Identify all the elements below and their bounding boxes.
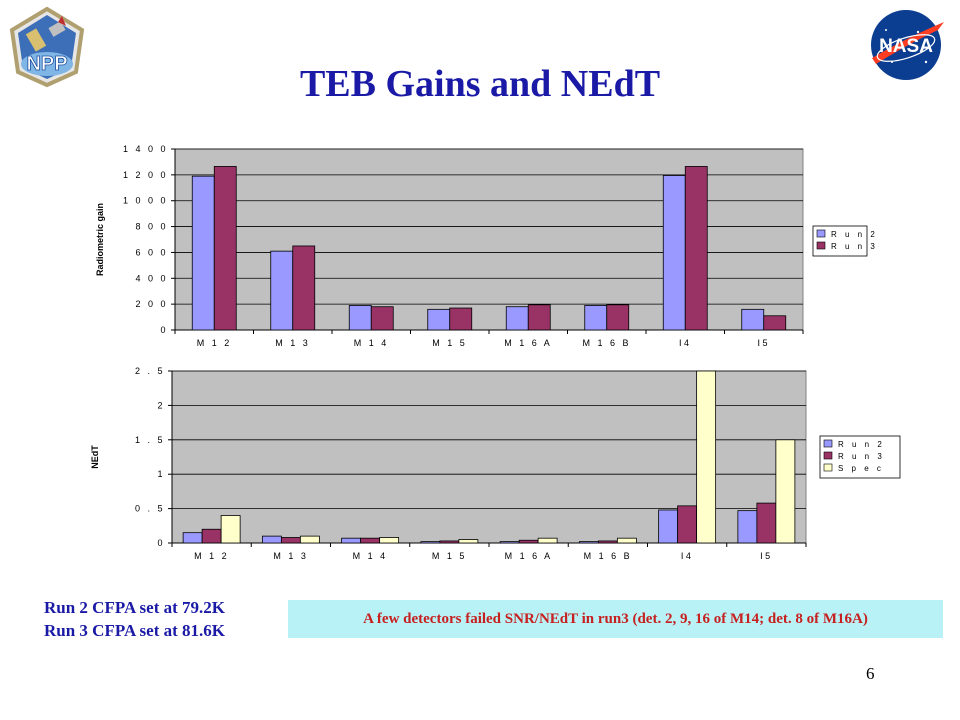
chart2-x-tick-label: M 1 5 (432, 551, 467, 561)
chart2-x-tick-label: M 1 6 A (505, 551, 553, 561)
chart1-y-tick-label: 2 0 0 (135, 299, 168, 309)
chart1-x-tick-label: M 1 3 (275, 338, 310, 348)
chart1-bar-run-3 (527, 304, 551, 331)
chart2-y-tick-label: 0 (157, 538, 165, 548)
chart1-x-tick-label: M 1 2 (197, 338, 232, 348)
chart2-bar-run-3 (597, 540, 618, 544)
chart1-legend-label: R u n 3 (831, 242, 878, 251)
chart1-x-tick-label: M 1 4 (354, 338, 389, 348)
nasa-logo: NASA (871, 10, 944, 80)
chart2-legend-label: R u n 2 (838, 440, 885, 449)
chart1-y-tick-label: 0 (160, 325, 168, 335)
chart2-bar-run-2 (658, 509, 679, 544)
chart2-bar-run-3 (360, 537, 381, 544)
chart1-y-tick-label: 8 0 0 (135, 222, 168, 232)
chart2-x-tick-label: M 1 2 (194, 551, 229, 561)
chart1-bar-run-3 (370, 306, 394, 331)
chart2-x-tick-label: M 1 4 (353, 551, 388, 561)
chart1-y-tick-label: 1 4 0 0 (123, 144, 168, 154)
chart1-x-tick-label: I5 (757, 338, 770, 348)
npp-logo: NPP (9, 6, 85, 88)
chart2-bar-run-3 (439, 540, 460, 544)
chart2-bar-run-3 (677, 505, 698, 544)
chart1-legend-label: R u n 2 (831, 230, 878, 239)
chart2-legend-label: S p e c (838, 464, 884, 473)
chart2-legend-swatch (823, 463, 833, 472)
gain-chart: 0 2 0 0 4 0 0 6 0 0 8 0 0 1 0 0 0 1 2 0 0 1 4 0… (95, 144, 878, 348)
chart2-bar-run-3 (201, 528, 222, 544)
run-note-2: Run 3 CFPA set at 81.6K (44, 621, 226, 640)
chart2-x-tick-label: I4 (681, 551, 694, 561)
slide-title: TEB Gains and NEdT (299, 63, 661, 105)
chart2-x-tick-label: M 1 6 B (584, 551, 633, 561)
chart2-bar-run-3 (518, 539, 539, 544)
failure-note-box: A few detectors failed SNR/NEdT in run3 … (288, 600, 943, 638)
chart2-bar-spec (379, 537, 400, 544)
chart1-bar-run-3 (606, 304, 630, 331)
nasa-logo-text: NASA (879, 36, 933, 57)
chart2-y-tick-label: 1 (157, 469, 165, 479)
npp-logo-text: NPP (26, 53, 67, 75)
chart2-bar-spec (220, 515, 241, 544)
chart1-legend-swatch (816, 241, 826, 250)
chart2-bar-run-3 (756, 502, 777, 544)
chart1-x-tick-label: M 1 5 (432, 338, 467, 348)
chart2-bar-spec (537, 537, 558, 544)
chart2-bar-spec (696, 370, 717, 544)
chart2-y-tick-label: 1 . 5 (135, 435, 165, 445)
run-notes: Run 2 CFPA set at 79.2K Run 3 CFPA set a… (44, 596, 225, 642)
chart2-y-tick-label: 2 . 5 (135, 366, 165, 376)
chart2-bar-spec (616, 537, 637, 544)
chart2-bar-run-2 (341, 537, 362, 544)
chart1-bar-run-3 (763, 315, 787, 331)
chart2-bar-run-2 (737, 510, 758, 544)
failure-note-text: A few detectors failed SNR/NEdT in run3 … (363, 610, 868, 627)
chart2-bar-run-2 (261, 535, 282, 544)
chart1-x-tick-label: I4 (679, 338, 692, 348)
chart2-bar-spec (458, 539, 479, 544)
chart2-y-axis-label: NEdT (90, 445, 100, 469)
chart2-y-tick-label: 0 . 5 (135, 504, 165, 514)
chart2-x-tick-label: M 1 3 (273, 551, 308, 561)
chart1-y-tick-label: 6 0 0 (135, 247, 168, 257)
chart1-legend-swatch (816, 229, 826, 238)
chart2-legend-swatch (823, 451, 833, 460)
chart1-bar-run-3 (684, 166, 708, 331)
chart2-legend (819, 435, 901, 479)
chart2-bar-run-2 (578, 541, 599, 544)
chart2-bar-run-2 (420, 541, 441, 544)
chart2-bar-run-3 (280, 537, 301, 544)
chart2-legend-swatch (823, 439, 833, 448)
page-number: 6 (866, 664, 875, 683)
chart2-bar-run-2 (182, 532, 203, 544)
run-note-1: Run 2 CFPA set at 79.2K (44, 598, 226, 617)
chart1-y-axis-label: Radiometric gain (95, 203, 105, 276)
chart1-bar-run-3 (292, 245, 316, 331)
chart1-y-tick-label: 4 0 0 (135, 273, 168, 283)
chart1-bar-run-3 (213, 166, 237, 331)
chart2-bar-spec (299, 535, 320, 544)
chart1-y-tick-label: 1 2 0 0 (123, 170, 168, 180)
chart1-y-tick-label: 1 0 0 0 (123, 196, 168, 206)
chart1-bar-run-3 (449, 307, 473, 331)
chart2-y-tick-label: 2 (157, 400, 165, 410)
chart1-x-tick-label: M 1 6 A (504, 338, 552, 348)
chart2-x-tick-label: I5 (760, 551, 773, 561)
chart1-x-tick-label: M 1 6 B (582, 338, 631, 348)
chart2-bar-run-2 (499, 541, 520, 544)
chart2-bar-spec (775, 439, 796, 544)
nedt-chart: 0 0 . 5 1 1 . 5 2 2 . 5 M 1 2 M 1 3 M 1 4 M 1 5 M … (90, 366, 901, 561)
chart2-legend-label: R u n 3 (838, 452, 885, 461)
